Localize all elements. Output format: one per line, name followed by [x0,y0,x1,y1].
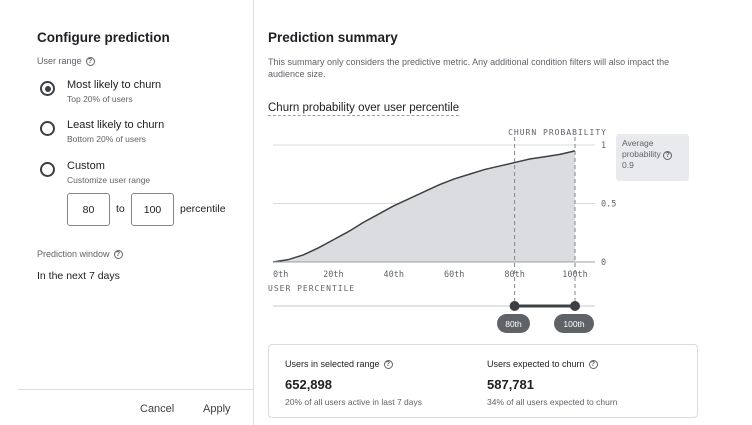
radio-checked-icon[interactable] [40,81,55,96]
range-to-input[interactable]: 100 [131,193,174,226]
help-icon[interactable]: ? [588,359,598,369]
range-to-word: to [116,203,125,215]
selected-range-value: 652,898 [285,377,332,392]
radio-unchecked-icon[interactable] [40,121,55,136]
churn-chart: 0 0.5 1 0th 20th 40th 60th 80th 100th CHURN PROBA… [268,128,616,311]
x-tick-label: 60th [444,270,464,280]
radio-unchecked-icon[interactable] [40,162,55,177]
expected-churn-sub: 34% of all users expected to churn [487,397,618,407]
stats-card: Users in selected range ? 652,898 20% of… [268,344,698,418]
slider-handle-end[interactable] [570,301,580,311]
user-range-label: User range ? [37,56,95,66]
configure-title: Configure prediction [37,30,170,45]
help-icon[interactable]: ? [663,151,673,160]
radio-label: Most likely to churn [67,79,162,91]
expected-churn-label: Users expected to churn ? [487,359,598,369]
selected-range-label: Users in selected range ? [285,359,393,369]
selected-range-sub: 20% of all users active in last 7 days [285,397,423,407]
apply-button[interactable]: Apply [203,403,231,415]
help-icon[interactable]: ? [383,359,393,369]
x-tick-label: 0th [273,270,288,280]
range-pill-to[interactable]: 100th [554,314,594,333]
slider-handle-start[interactable] [509,301,520,311]
x-tick-label: 40th [384,270,404,280]
x-axis-label: USER PERCENTILE [268,284,355,293]
radio-sub: Customize user range [67,175,151,185]
average-probability-box: Average probability ? 0.9 [616,134,689,181]
churn-line [272,150,576,263]
range-from-input[interactable]: 80 [67,193,110,226]
radio-custom[interactable]: Custom Customize user range [40,160,150,185]
y-axis-label: CHURN PROBABILITY [508,128,607,137]
radio-sub: Bottom 20% of users [67,134,146,144]
y-tick-label: 0 [601,258,606,268]
chart-title: Churn probability over user percentile [268,102,460,116]
cancel-button[interactable]: Cancel [140,403,175,415]
radio-most-likely[interactable]: Most likely to churn Top 20% of users [40,79,161,104]
x-tick-label: 100th [562,270,588,280]
y-tick-label: 1 [601,141,606,151]
help-icon[interactable]: ? [113,249,123,259]
average-probability-value: 0.9 [622,160,634,170]
footer-divider [18,389,254,390]
configure-panel: Configure prediction User range ? Most l… [0,0,254,425]
range-pill-from[interactable]: 80th [497,314,530,333]
radio-least-likely[interactable]: Least likely to churn Bottom 20% of user… [40,119,164,144]
summary-panel: Prediction summary This summary only con… [254,0,752,425]
summary-title: Prediction summary [268,30,398,45]
average-probability-label: Average probability ? [622,138,683,160]
help-icon[interactable]: ? [85,56,95,66]
x-tick-label: 80th [504,270,524,280]
expected-churn-value: 587,781 [487,377,534,392]
radio-label: Custom [67,160,105,172]
range-unit: percentile [180,203,226,215]
x-tick-label: 20th [323,270,343,280]
prediction-window-label: Prediction window ? [37,249,123,259]
radio-label: Least likely to churn [67,119,165,131]
radio-sub: Top 20% of users [67,94,133,104]
prediction-window-value[interactable]: In the next 7 days [37,270,120,282]
churn-area [273,150,575,262]
y-tick-label: 0.5 [601,200,616,210]
summary-description: This summary only considers the predicti… [268,57,670,79]
